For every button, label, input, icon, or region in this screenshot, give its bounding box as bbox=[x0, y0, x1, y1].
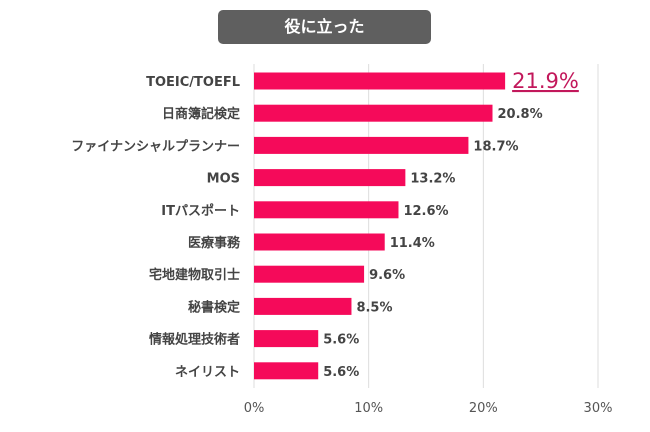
value-label: 11.4% bbox=[390, 236, 435, 251]
category-label: 医療事務 bbox=[188, 235, 241, 251]
x-tick-label: 0% bbox=[244, 401, 265, 416]
bar bbox=[254, 201, 399, 219]
value-label: 18.7% bbox=[473, 139, 518, 154]
value-label: 8.5% bbox=[356, 300, 392, 315]
category-label: ITパスポート bbox=[161, 203, 240, 219]
category-label: 情報処理技術者 bbox=[149, 332, 240, 348]
bar bbox=[254, 265, 365, 283]
bar bbox=[254, 136, 469, 154]
category-label: 秘書検定 bbox=[188, 299, 240, 315]
highlighted-value-label: 21.9% bbox=[512, 69, 579, 93]
value-label: 20.8% bbox=[498, 107, 543, 122]
x-tick-label: 30% bbox=[584, 401, 613, 416]
value-label: 5.6% bbox=[323, 365, 359, 380]
bar bbox=[254, 233, 385, 251]
x-tick-label: 20% bbox=[469, 401, 498, 416]
bar bbox=[254, 104, 493, 122]
category-label: TOEIC/TOEFL bbox=[146, 75, 240, 90]
value-label: 12.6% bbox=[403, 204, 448, 219]
value-label: 13.2% bbox=[410, 172, 455, 187]
bar bbox=[254, 169, 406, 187]
category-label: 宅地建物取引士 bbox=[149, 267, 240, 283]
bar bbox=[254, 72, 506, 90]
x-tick-label: 10% bbox=[354, 401, 383, 416]
value-label: 5.6% bbox=[323, 333, 359, 348]
bar bbox=[254, 330, 319, 348]
value-label: 9.6% bbox=[369, 268, 405, 283]
category-label: 日商簿記検定 bbox=[162, 106, 240, 122]
bar bbox=[254, 297, 352, 315]
category-label: ネイリスト bbox=[175, 365, 240, 380]
chart-title: 役に立った bbox=[218, 10, 431, 44]
category-label: MOS bbox=[207, 172, 240, 187]
category-label: ファイナンシャルプランナー bbox=[71, 139, 240, 154]
bar bbox=[254, 362, 319, 380]
